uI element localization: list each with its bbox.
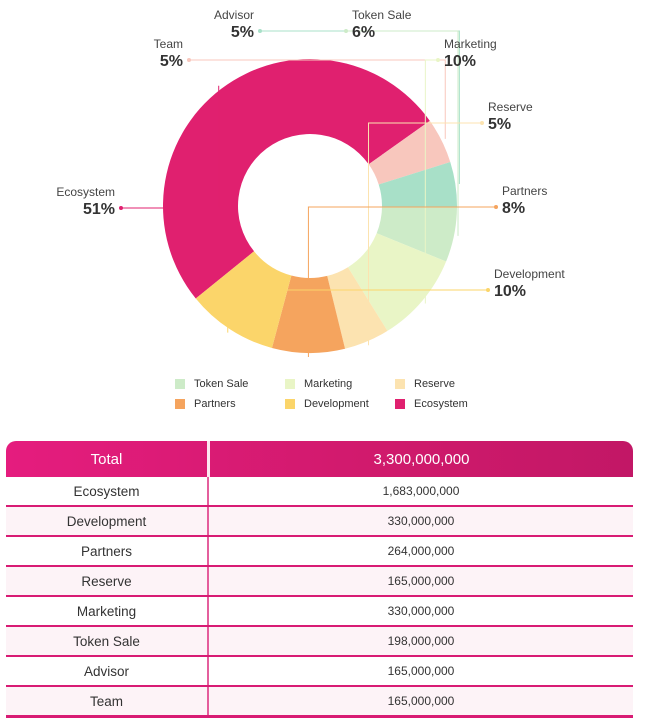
legend-item-token-sale: Token Sale	[175, 378, 275, 390]
legend-label: Marketing	[304, 378, 353, 390]
legend-item-marketing: Marketing	[285, 378, 385, 390]
donut-chart: Ecosystem 51% Team 5% Advisor 5% Token Sale 6% M…	[56, 8, 565, 357]
slice-percent-team: 5%	[160, 53, 183, 70]
legend-swatch	[175, 399, 185, 409]
row-label: Development	[66, 513, 147, 529]
leader-dot-development	[486, 288, 490, 292]
slice-label-team: Team	[154, 37, 183, 51]
leader-dot-partners	[494, 205, 498, 209]
allocation-table: Total 3,300,000,000 Ecosystem 1,683,000,…	[6, 441, 633, 718]
slice-percent-reserve: 5%	[488, 116, 511, 133]
leader-dot-reserve	[480, 121, 484, 125]
legend-label: Development	[304, 398, 369, 410]
slice-label-reserve: Reserve	[488, 100, 533, 114]
table-row: Development 330,000,000	[6, 507, 633, 537]
legend-swatch	[395, 399, 405, 409]
total-value: 3,300,000,000	[373, 450, 470, 468]
row-divider	[207, 537, 209, 565]
slice-label-development: Development	[494, 267, 565, 281]
row-label: Advisor	[83, 663, 129, 679]
slice-marketing	[347, 233, 447, 331]
leader-dot-marketing	[436, 58, 440, 62]
legend-label: Partners	[194, 398, 236, 410]
legend-swatch	[285, 379, 295, 389]
row-divider	[207, 687, 209, 715]
row-label: Reserve	[81, 573, 132, 589]
row-value: 1,683,000,000	[382, 484, 460, 498]
leader-line-token-sale	[346, 30, 459, 236]
slice-label-partners: Partners	[502, 184, 547, 198]
row-label: Ecosystem	[73, 483, 140, 499]
header-divider	[207, 441, 210, 477]
table-row: Advisor 165,000,000	[6, 657, 633, 687]
legend-swatch	[285, 399, 295, 409]
slice-development	[195, 251, 292, 348]
row-divider	[207, 657, 209, 685]
table-row: Reserve 165,000,000	[6, 567, 633, 597]
row-value: 330,000,000	[387, 514, 455, 528]
slice-label-marketing: Marketing	[444, 37, 497, 51]
row-value: 165,000,000	[387, 694, 455, 708]
leader-line-ecosystem	[121, 85, 220, 209]
table-header: Total 3,300,000,000	[6, 441, 633, 477]
legend-swatch	[175, 379, 185, 389]
allocation-chart: Ecosystem 51% Team 5% Advisor 5% Token Sale 6% M…	[56, 8, 565, 410]
leader-line-reserve	[368, 122, 482, 346]
table-row: Partners 264,000,000	[6, 537, 633, 567]
slice-percent-development: 10%	[494, 283, 526, 300]
row-value: 330,000,000	[387, 604, 455, 618]
row-divider	[207, 567, 209, 595]
leader-dot-team	[187, 58, 191, 62]
table-row: Marketing 330,000,000	[6, 597, 633, 627]
row-value: 198,000,000	[387, 634, 455, 648]
slice-percent-ecosystem: 51%	[83, 201, 115, 218]
slice-percent-partners: 8%	[502, 200, 525, 217]
slice-team	[368, 120, 451, 185]
legend-label: Token Sale	[194, 378, 249, 390]
row-divider	[207, 507, 209, 535]
table-row: Team 165,000,000	[6, 687, 633, 718]
row-label: Partners	[80, 543, 133, 559]
slice-percent-token-sale: 6%	[352, 24, 375, 41]
leader-dot-advisor	[258, 29, 262, 33]
slice-token-sale	[376, 206, 457, 262]
leader-line-marketing	[424, 59, 438, 304]
legend-item-partners: Partners	[175, 398, 275, 410]
leader-line-team	[189, 59, 446, 139]
slice-label-ecosystem: Ecosystem	[56, 185, 115, 199]
slice-ecosystem	[163, 59, 430, 299]
slice-label-advisor: Advisor	[214, 8, 254, 22]
table-body: Ecosystem 1,683,000,000 Development 330,…	[6, 477, 633, 718]
row-value: 264,000,000	[387, 544, 455, 558]
legend-label: Ecosystem	[414, 398, 468, 410]
legend-item-reserve: Reserve	[395, 378, 495, 390]
total-label: Total	[90, 450, 123, 468]
legend-label: Reserve	[414, 378, 455, 390]
slice-advisor	[378, 162, 457, 208]
row-divider	[207, 477, 209, 505]
row-value: 165,000,000	[387, 664, 455, 678]
slice-reserve	[327, 267, 388, 349]
table-row: Token Sale 198,000,000	[6, 627, 633, 657]
row-divider	[207, 597, 209, 625]
leader-line-advisor	[260, 30, 460, 184]
row-divider	[207, 627, 209, 655]
leader-line-partners	[307, 206, 496, 357]
slice-percent-marketing: 10%	[444, 53, 476, 70]
table-row: Ecosystem 1,683,000,000	[6, 477, 633, 507]
row-label: Marketing	[76, 603, 137, 619]
leader-dot-ecosystem	[119, 206, 123, 210]
chart-legend: Token Sale Marketing Reserve Partners De…	[175, 378, 505, 410]
legend-swatch	[395, 379, 405, 389]
leader-line-development	[227, 289, 488, 333]
row-value: 165,000,000	[387, 574, 455, 588]
slice-percent-advisor: 5%	[231, 24, 254, 41]
row-label: Team	[89, 693, 123, 709]
leader-dot-token-sale	[344, 29, 348, 33]
legend-item-development: Development	[285, 398, 385, 410]
slice-label-token-sale: Token Sale	[352, 8, 412, 22]
row-label: Token Sale	[73, 633, 140, 649]
legend-item-ecosystem: Ecosystem	[395, 398, 495, 410]
